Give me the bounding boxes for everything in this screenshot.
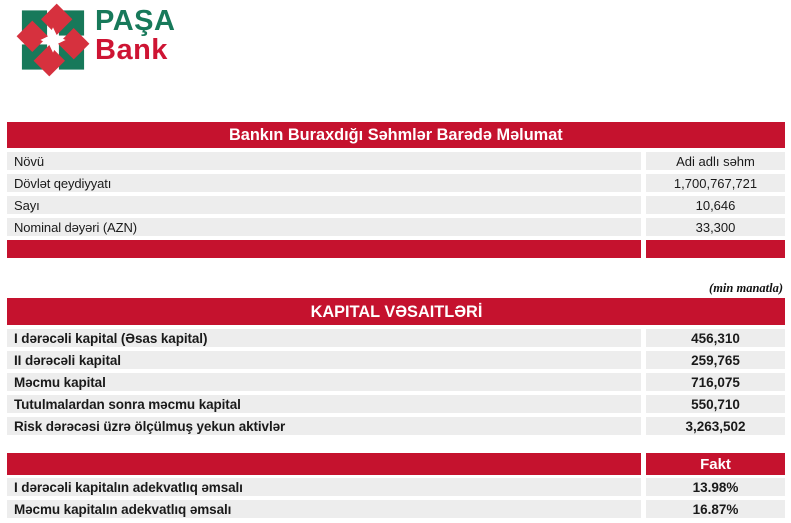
- adequacy-table-header: Fakt: [7, 453, 785, 475]
- row-value: 550,710: [646, 395, 785, 413]
- brand-name-bank: Bank: [95, 34, 168, 66]
- shares-table-footer-bar: [7, 240, 785, 258]
- capital-table-title: KAPITAL VƏSAITLƏRİ: [310, 301, 482, 321]
- capital-table-header: KAPITAL VƏSAITLƏRİ: [7, 298, 785, 325]
- row-label: Nominal dəyəri (AZN): [7, 218, 641, 236]
- row-label: II dərəcəli kapital: [7, 351, 641, 369]
- row-value: 13.98%: [646, 478, 785, 496]
- row-value: Adi adlı səhm: [646, 152, 785, 170]
- row-label: Məcmu kapitalın adekvatlıq əmsalı: [7, 500, 641, 518]
- table-row: Sayı 10,646: [7, 196, 785, 214]
- table-row: Nominal dəyəri (AZN) 33,300: [7, 218, 785, 236]
- table-row: I dərəcəli kapital (Əsas kapital) 456,31…: [7, 329, 785, 347]
- table-row: Dövlət qeydiyyatı 1,700,767,721: [7, 174, 785, 192]
- brand-wordmark: PAŞA Bank: [95, 5, 176, 66]
- table-row: Məcmu kapitalın adekvatlıq əmsalı 16.87%: [7, 500, 785, 518]
- footer-bar-right: [646, 240, 785, 258]
- row-value: 33,300: [646, 218, 785, 236]
- table-row: Tutulmalardan sonra məcmu kapital 550,71…: [7, 395, 785, 413]
- row-label: I dərəcəli kapital (Əsas kapital): [7, 329, 641, 347]
- row-value: 1,700,767,721: [646, 174, 785, 192]
- row-value: 16.87%: [646, 500, 785, 518]
- table-row: Növü Adi adlı səhm: [7, 152, 785, 170]
- row-label: Növü: [7, 152, 641, 170]
- fakt-header-cell: Fakt: [646, 453, 785, 475]
- row-value: 456,310: [646, 329, 785, 347]
- row-label: Məcmu kapital: [7, 373, 641, 391]
- pasha-bank-logo-icon: [16, 3, 90, 77]
- row-label: Sayı: [7, 196, 641, 214]
- footer-bar-left: [7, 240, 641, 258]
- row-value: 259,765: [646, 351, 785, 369]
- row-value: 716,075: [646, 373, 785, 391]
- shares-table-title: Bankın Buraxdığı Səhmlər Barədə Məlumat: [229, 125, 563, 144]
- brand-name-pasa: PAŞA: [95, 5, 176, 37]
- adequacy-header-left: [7, 453, 641, 475]
- unit-note: (min manatla): [709, 281, 783, 295]
- row-value: 3,263,502: [646, 417, 785, 435]
- row-label: Tutulmalardan sonra məcmu kapital: [7, 395, 641, 413]
- row-label: I dərəcəli kapitalın adekvatlıq əmsalı: [7, 478, 641, 496]
- row-value: 10,646: [646, 196, 785, 214]
- table-row: Məcmu kapital 716,075: [7, 373, 785, 391]
- table-row: Risk dərəcəsi üzrə ölçülmuş yekun aktivl…: [7, 417, 785, 435]
- row-label: Dövlət qeydiyyatı: [7, 174, 641, 192]
- table-row: I dərəcəli kapitalın adekvatlıq əmsalı 1…: [7, 478, 785, 496]
- table-row: II dərəcəli kapital 259,765: [7, 351, 785, 369]
- shares-table-header: Bankın Buraxdığı Səhmlər Barədə Məlumat: [7, 122, 785, 148]
- row-label: Risk dərəcəsi üzrə ölçülmuş yekun aktivl…: [7, 417, 641, 435]
